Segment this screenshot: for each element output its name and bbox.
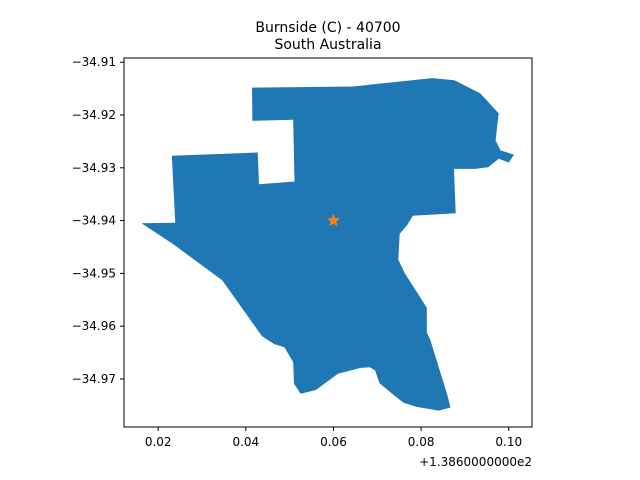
region-polygon bbox=[141, 78, 514, 411]
y-tick-label: −34.96 bbox=[72, 319, 116, 333]
y-tick-label: −34.94 bbox=[72, 214, 116, 228]
axes-frame bbox=[123, 57, 533, 428]
chart-subtitle: South Australia bbox=[274, 37, 381, 53]
x-axis-offset-label: +1.3860000000e2 bbox=[419, 455, 532, 469]
y-tick-label: −34.92 bbox=[72, 108, 116, 122]
chart-title: Burnside (C) - 40700 bbox=[255, 20, 400, 36]
x-tick-label: 0.08 bbox=[408, 435, 435, 449]
x-axis: 0.02 0.04 0.06 0.08 0.10 bbox=[145, 427, 522, 449]
plot-area bbox=[141, 78, 514, 411]
x-tick-label: 0.02 bbox=[145, 435, 172, 449]
x-tick-label: 0.10 bbox=[495, 435, 522, 449]
y-axis: −34.91 −34.92 −34.93 −34.94 −34.95 −34.96 −34.… bbox=[72, 55, 124, 386]
location-star-marker bbox=[326, 213, 341, 227]
x-tick-label: 0.06 bbox=[320, 435, 347, 449]
y-tick-label: −34.93 bbox=[72, 161, 116, 175]
y-tick-label: −34.91 bbox=[72, 55, 116, 69]
y-tick-label: −34.97 bbox=[72, 372, 116, 386]
y-tick-label: −34.95 bbox=[72, 266, 116, 280]
x-tick-label: 0.04 bbox=[232, 435, 259, 449]
